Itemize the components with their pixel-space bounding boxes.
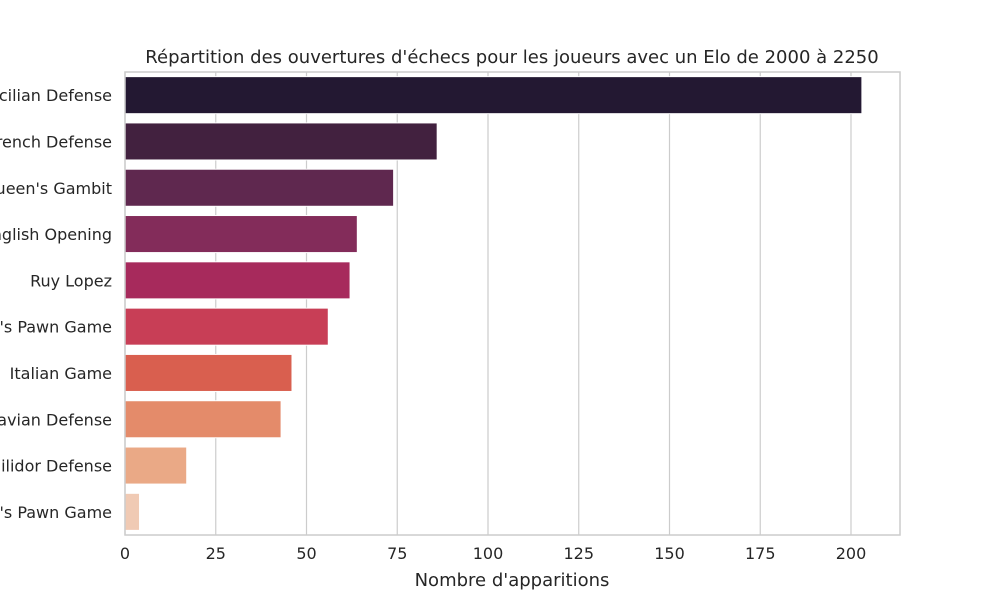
y-tick-label: English Opening [0, 225, 112, 244]
bars [124, 76, 863, 531]
y-tick-label: Sicilian Defense [0, 86, 112, 105]
bar [124, 76, 863, 115]
x-tick-label: 200 [836, 544, 867, 563]
chart-title: Répartition des ouvertures d'échecs pour… [145, 47, 878, 68]
bar [124, 353, 293, 392]
y-tick-label: King's Pawn Game [0, 503, 112, 522]
bar [124, 168, 395, 207]
y-tick-label: Scandinavian Defense [0, 410, 112, 429]
bar [124, 400, 282, 439]
bar [124, 122, 438, 161]
y-tick-labels: Sicilian Defense French Defense Queen's Ga… [0, 86, 112, 522]
x-tick-label: 75 [387, 544, 407, 563]
x-tick-label: 175 [745, 544, 776, 563]
x-tick-labels: 0 25 50 75 100 125 150 175 200 [120, 544, 866, 563]
x-tick-label: 150 [654, 544, 685, 563]
y-tick-label: Philidor Defense [0, 457, 112, 476]
bar [124, 492, 141, 531]
plot-frame [124, 71, 901, 536]
x-tick-label: 50 [296, 544, 316, 563]
x-tick-label: 100 [473, 544, 504, 563]
y-tick-label: Ruy Lopez [30, 271, 112, 290]
y-tick-label: French Defense [0, 132, 112, 151]
y-tick-label: Italian Game [10, 364, 112, 383]
bar [124, 446, 188, 485]
x-tick-label: 0 [120, 544, 130, 563]
y-tick-label: Queen's Pawn Game [0, 318, 112, 337]
bar [124, 215, 358, 254]
x-tick-label: 25 [206, 544, 226, 563]
y-tick-label: Queen's Gambit [0, 179, 112, 198]
x-axis-label: Nombre d'apparitions [415, 570, 610, 591]
bar [124, 261, 351, 300]
bar [124, 307, 329, 346]
x-tick-label: 125 [563, 544, 594, 563]
